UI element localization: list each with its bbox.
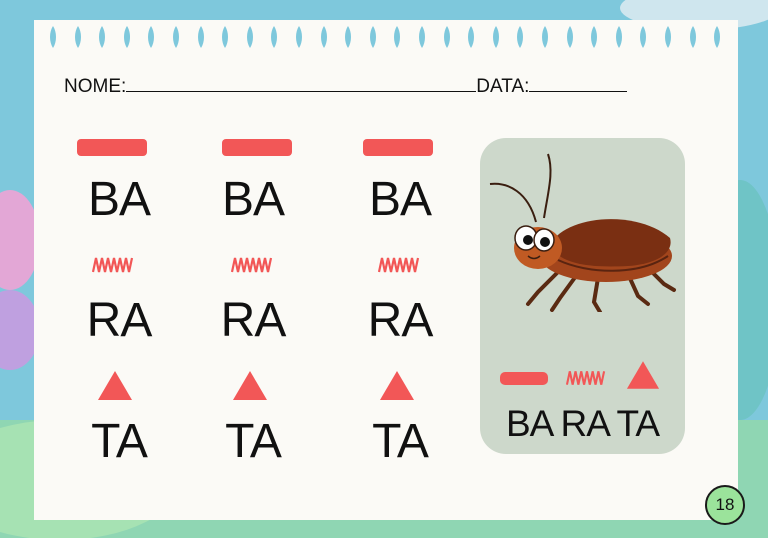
spiral-ring — [591, 26, 598, 48]
bar-symbol — [77, 139, 147, 156]
spiral-ring — [246, 26, 253, 48]
bar-symbol — [222, 139, 292, 156]
spiral-ring — [419, 26, 425, 48]
spiral-ring — [99, 26, 106, 48]
spiral-ring — [271, 26, 278, 48]
syllable-ra: RA — [367, 294, 434, 347]
spiral-ring — [542, 26, 548, 48]
spiral-ring — [123, 26, 130, 48]
triangle-symbol — [380, 371, 414, 400]
bar-symbol — [500, 372, 548, 385]
syllable-ba: BA — [221, 173, 285, 226]
spiral-ring — [222, 26, 229, 48]
picture-card: BA RA TA — [480, 138, 685, 454]
syllable-ba: BA — [368, 173, 432, 226]
spiral-ring — [665, 26, 671, 48]
cockroach-illustration — [489, 153, 676, 312]
spiral-ring — [640, 26, 647, 48]
name-label: NOME: — [64, 76, 127, 97]
spiral-ring — [689, 26, 696, 48]
triangle-symbol — [626, 361, 660, 389]
spiral-ring — [173, 26, 179, 48]
zigzag-symbol — [566, 371, 606, 385]
zigzag-symbol — [378, 257, 420, 273]
spiral-ring — [148, 26, 155, 48]
spiral-ring — [296, 26, 302, 48]
spiral-ring — [50, 26, 56, 48]
date-field[interactable] — [529, 75, 628, 92]
syllable-ta: TA — [91, 415, 148, 468]
spiral-ring — [74, 26, 81, 48]
spiral-ring — [345, 26, 352, 48]
spiral-ring — [443, 26, 450, 48]
date-label: DATA: — [476, 76, 530, 97]
triangle-symbol — [98, 371, 132, 400]
spiral-ring — [197, 26, 204, 48]
syllable-ra: RA — [86, 294, 153, 347]
spiral-ring — [492, 26, 499, 48]
page-number-badge: 18 — [705, 485, 745, 525]
syllable-ra: RA — [220, 294, 287, 347]
spiral-ring — [468, 26, 475, 48]
worksheet-page: NOME: DATA: BA RA TA BA RA TA BA RA TA — [34, 20, 738, 520]
name-field[interactable] — [126, 75, 477, 92]
zigzag-symbol — [231, 257, 273, 273]
spiral-ring — [517, 26, 524, 48]
bar-symbol — [363, 139, 433, 156]
syllable-ba: BA — [87, 173, 151, 226]
header-line: NOME: DATA: — [64, 75, 628, 98]
syllable-ta: TA — [372, 415, 429, 468]
spiral-ring — [566, 26, 573, 48]
spiral-ring — [320, 26, 327, 48]
syllable-ta: TA — [225, 415, 282, 468]
triangle-symbol — [233, 371, 267, 400]
spiral-ring — [714, 26, 721, 48]
card-word: BA RA TA — [505, 403, 660, 444]
spiral-ring — [369, 26, 376, 48]
spiral-ring — [615, 26, 622, 48]
zigzag-symbol — [92, 257, 134, 273]
spiral-ring — [394, 26, 401, 48]
